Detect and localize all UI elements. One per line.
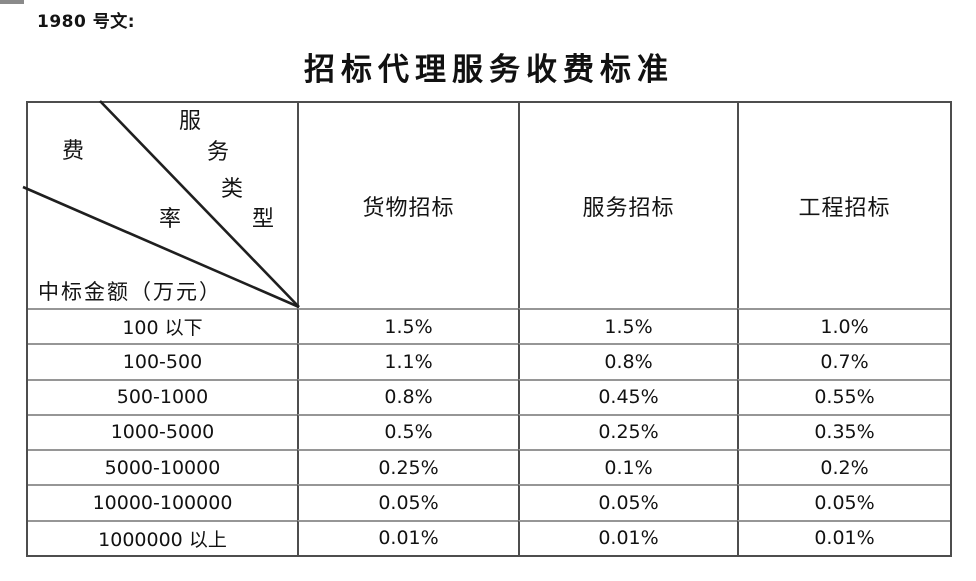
fee-cell: 0.05% bbox=[737, 484, 950, 520]
fee-cell: 0.05% bbox=[518, 484, 737, 520]
corner-label-fee-rate-char: 费 bbox=[62, 139, 85, 164]
amount-range-cell: 10000-100000 bbox=[28, 484, 297, 519]
fee-cell: 0.7% bbox=[737, 343, 950, 379]
fee-cell: 1.5% bbox=[297, 308, 518, 344]
amount-range-cell: 1000-5000 bbox=[28, 413, 297, 449]
fee-cell: 0.35% bbox=[737, 413, 950, 450]
amount-range-cell: 100 以下 bbox=[28, 308, 297, 343]
column-header-services: 服务招标 bbox=[518, 103, 737, 308]
fee-cell: 0.2% bbox=[737, 449, 950, 485]
corner-label-service-type-char: 务 bbox=[207, 140, 230, 165]
fee-cell: 0.55% bbox=[737, 378, 950, 414]
amount-range-cell: 100-500 bbox=[28, 343, 297, 378]
fee-cell: 1.1% bbox=[297, 343, 518, 379]
fee-standard-table: 服 务 类 型 费 率 中标金额（万元） 货物招标 服务招标 工程招标 100 … bbox=[22, 100, 952, 557]
fee-cell: 1.5% bbox=[518, 308, 737, 344]
corner-label-service-type-char: 类 bbox=[221, 177, 244, 202]
fee-cell: 0.01% bbox=[297, 519, 518, 555]
fee-cell: 0.25% bbox=[297, 449, 518, 485]
fee-cell: 0.05% bbox=[297, 484, 518, 520]
fee-cell: 0.8% bbox=[297, 378, 518, 414]
column-header-works: 工程招标 bbox=[737, 103, 950, 308]
corner-label-service-type-char: 服 bbox=[179, 109, 202, 134]
page-title: 招标代理服务收费标准 bbox=[304, 52, 674, 88]
corner-label-amount: 中标金额（万元） bbox=[38, 280, 222, 304]
fee-cell: 0.45% bbox=[518, 378, 737, 414]
fee-cell: 0.5% bbox=[297, 413, 518, 450]
doc-reference-number: 1980 号文: bbox=[37, 12, 136, 32]
fee-cell: 0.1% bbox=[518, 449, 737, 485]
column-header-goods: 货物招标 bbox=[297, 103, 518, 308]
diagonal-header-cell: 服 务 类 型 费 率 中标金额（万元） bbox=[22, 100, 300, 309]
amount-range-cell: 500-1000 bbox=[28, 378, 297, 414]
fee-cell: 1.0% bbox=[737, 308, 950, 344]
amount-range-cell: 1000000 以上 bbox=[28, 519, 297, 555]
amount-range-cell: 5000-10000 bbox=[28, 449, 297, 484]
fee-cell: 0.8% bbox=[518, 343, 737, 379]
screen-edge-artifact bbox=[0, 0, 24, 4]
fee-cell: 0.01% bbox=[518, 519, 737, 555]
fee-cell: 0.01% bbox=[737, 519, 950, 555]
corner-label-service-type-char: 型 bbox=[252, 207, 275, 232]
corner-label-fee-rate-char: 率 bbox=[159, 207, 182, 232]
fee-cell: 0.25% bbox=[518, 413, 737, 450]
